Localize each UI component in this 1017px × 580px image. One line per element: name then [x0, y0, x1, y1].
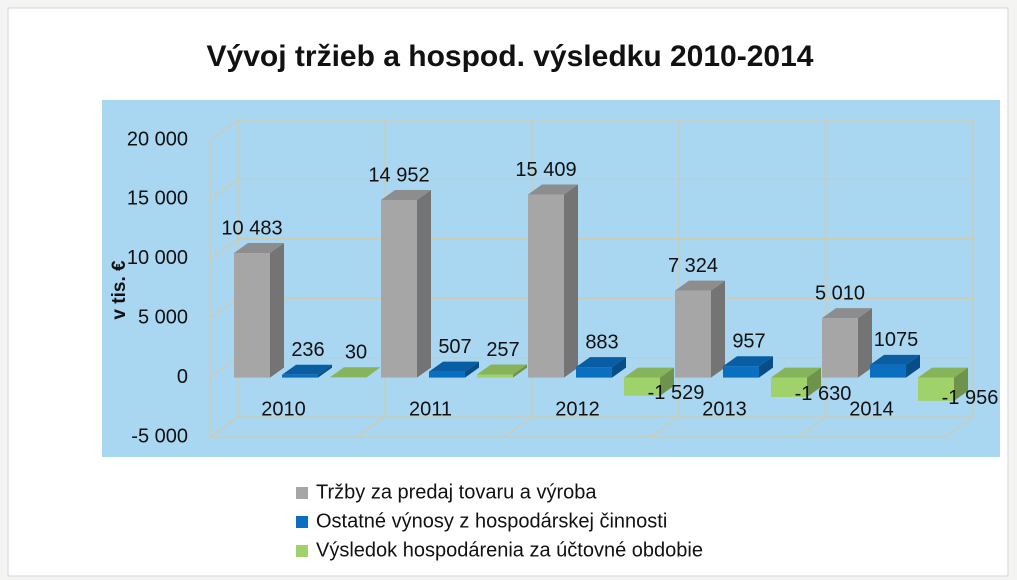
bar-side: [270, 243, 284, 378]
bar: [675, 290, 711, 378]
bar-side: [711, 280, 725, 378]
x-tick-label: 2010: [261, 398, 306, 420]
bar-side: [807, 367, 821, 397]
data-label: 15 409: [515, 159, 576, 181]
legend-swatch: [296, 545, 308, 557]
bar-top: [528, 184, 578, 195]
category-divider: [797, 120, 827, 438]
bar-side: [513, 364, 527, 378]
legend-swatch: [296, 487, 308, 499]
category-divider: [650, 120, 680, 438]
y-tick-label: 15 000: [127, 188, 188, 210]
bar: [477, 374, 513, 378]
data-label: 957: [732, 331, 765, 353]
x-tick-label: 2013: [702, 398, 747, 420]
bar-top: [723, 356, 773, 367]
bar: [870, 364, 906, 378]
data-label: 507: [438, 336, 471, 358]
grid-line: [209, 119, 973, 141]
grid-line: [209, 416, 973, 438]
side-edge: [944, 416, 974, 438]
bar-top: [381, 189, 431, 200]
chart-title: Vývoj tržieb a hospod. výsledku 2010-201…: [207, 40, 814, 73]
data-label: -1 956: [942, 387, 999, 409]
bar-top: [624, 367, 674, 378]
y-tick-label: -5 000: [131, 425, 188, 447]
bar: [576, 367, 612, 378]
bar: [381, 199, 417, 378]
bar: [429, 371, 465, 378]
y-tick-label: 20 000: [127, 128, 188, 150]
bar-side: [366, 367, 380, 378]
bar-top: [477, 364, 527, 375]
bar-side: [564, 184, 578, 378]
x-tick-label: 2012: [555, 398, 600, 420]
bar-top: [429, 361, 479, 372]
bar-side: [858, 308, 872, 378]
bar-side: [612, 357, 626, 378]
bar: [330, 377, 366, 378]
data-label: 30: [345, 342, 367, 364]
bar-side: [465, 361, 479, 378]
bar-top: [771, 367, 821, 378]
data-label: 7 324: [668, 255, 718, 277]
bar: [528, 194, 564, 378]
bar: [282, 374, 318, 378]
bar: [918, 377, 954, 401]
bar-top: [282, 364, 332, 375]
grid-line: [209, 178, 973, 200]
grid-line: [209, 238, 973, 260]
data-label: 883: [585, 331, 618, 353]
legend-label: Tržby za predaj tovaru a výroba: [316, 481, 597, 503]
bar-top: [675, 280, 725, 291]
data-label: 236: [291, 339, 324, 361]
legend-label: Ostatné výnosy z hospodárskej činnosti: [316, 510, 667, 532]
data-label: -1 630: [795, 383, 852, 405]
bar-top: [576, 357, 626, 368]
bar-side: [417, 189, 431, 378]
data-label: 257: [486, 339, 519, 361]
data-label: 1075: [874, 329, 919, 351]
bar-top: [822, 308, 872, 319]
x-tick-label: 2011: [409, 398, 452, 420]
legend-swatch: [296, 516, 308, 528]
y-axis-label: v tis. €: [109, 260, 130, 320]
bar: [723, 366, 759, 378]
bar-top: [234, 243, 284, 254]
data-label: 14 952: [368, 164, 429, 186]
bar-top: [918, 367, 968, 378]
y-tick-label: 10 000: [127, 247, 188, 269]
data-label: 10 483: [221, 217, 282, 239]
bar-top: [330, 367, 380, 378]
bar-side: [906, 354, 920, 378]
bar: [771, 377, 807, 397]
y-tick-label: 5 000: [138, 306, 188, 328]
bar-side: [759, 356, 773, 378]
bar: [624, 377, 660, 396]
data-label: -1 529: [648, 382, 705, 404]
bar-side: [954, 367, 968, 401]
bar: [234, 253, 270, 378]
x-tick-label: 2014: [849, 398, 894, 420]
y-tick-label: 0: [177, 366, 188, 388]
legend-label: Výsledok hospodárenia za účtovné obdobie: [316, 539, 703, 561]
bar-side: [318, 364, 332, 378]
data-label: 5 010: [815, 282, 865, 304]
bar: [822, 318, 858, 378]
bar-top: [870, 354, 920, 365]
bar-side: [660, 367, 674, 396]
